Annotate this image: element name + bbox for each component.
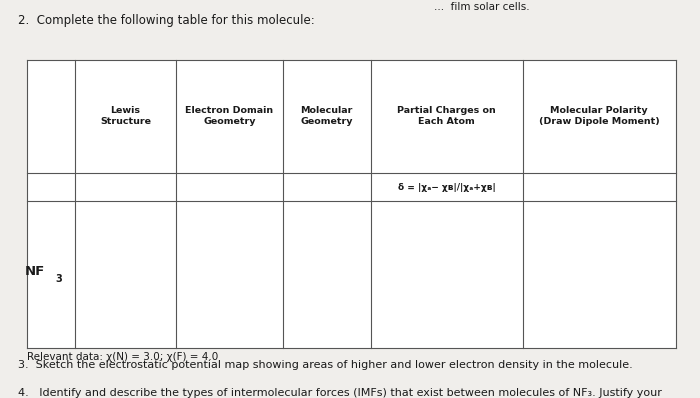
Text: 2.  Complete the following table for this molecule:: 2. Complete the following table for this…	[18, 14, 314, 27]
Text: Electron Domain
Geometry: Electron Domain Geometry	[186, 106, 274, 127]
Text: Molecular Polarity
(Draw Dipole Moment): Molecular Polarity (Draw Dipole Moment)	[539, 106, 659, 127]
Text: Lewis
Structure: Lewis Structure	[100, 106, 151, 127]
Text: ...  film solar cells.: ... film solar cells.	[434, 2, 530, 12]
Text: 4.   Identify and describe the types of intermolecular forces (IMFs) that exist : 4. Identify and describe the types of in…	[18, 388, 662, 398]
Text: 3.  Sketch the electrostatic potential map showing areas of higher and lower ele: 3. Sketch the electrostatic potential ma…	[18, 360, 632, 370]
Text: Relevant data: χ(N) = 3.0; χ(F) = 4.0: Relevant data: χ(N) = 3.0; χ(F) = 4.0	[27, 352, 218, 362]
Text: NF: NF	[25, 265, 46, 278]
Text: Partial Charges on
Each Atom: Partial Charges on Each Atom	[398, 106, 496, 127]
Text: 3: 3	[55, 274, 62, 285]
Text: δ = |χₐ− χʙ|/|χₐ+χʙ|: δ = |χₐ− χʙ|/|χₐ+χʙ|	[398, 183, 496, 191]
Text: Molecular
Geometry: Molecular Geometry	[300, 106, 353, 127]
FancyBboxPatch shape	[27, 60, 676, 348]
